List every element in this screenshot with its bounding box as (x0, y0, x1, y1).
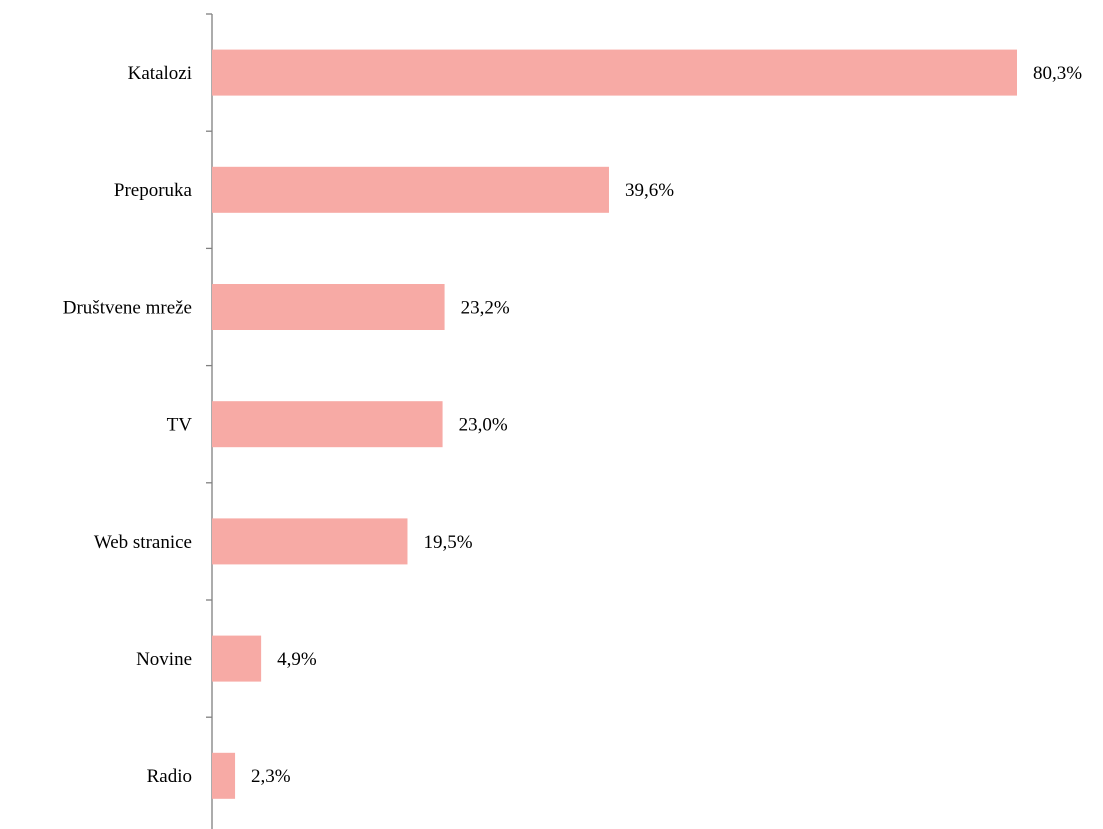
bar (212, 401, 443, 448)
value-label: 80,3% (1033, 63, 1082, 84)
category-label: Katalozi (128, 63, 192, 84)
bar (212, 518, 408, 565)
bar (212, 284, 445, 330)
value-label: 2,3% (251, 766, 291, 787)
value-label: 39,6% (625, 180, 674, 201)
value-label: 23,0% (459, 415, 508, 436)
category-label: Preporuka (114, 180, 193, 201)
value-label: 4,9% (277, 649, 317, 670)
bar (212, 635, 262, 682)
value-label: 19,5% (423, 532, 472, 553)
category-label: Radio (147, 766, 192, 787)
category-label: TV (167, 415, 193, 436)
value-label: 23,2% (461, 297, 510, 318)
bar (212, 49, 1017, 96)
bar (212, 752, 236, 799)
category-label: Društvene mreže (63, 297, 192, 318)
category-label: Novine (136, 649, 192, 670)
bar (212, 166, 609, 213)
category-label: Web stranice (94, 532, 192, 553)
